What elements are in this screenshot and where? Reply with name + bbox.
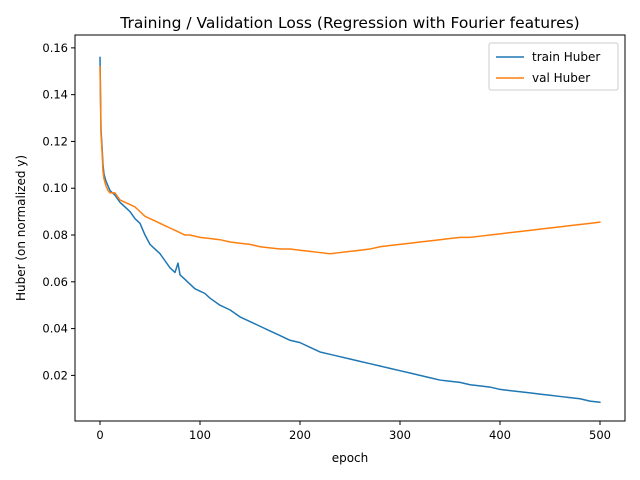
y-tick-label: 0.10 <box>42 181 68 195</box>
y-tick-label: 0.02 <box>42 368 68 382</box>
y-tick-label: 0.12 <box>42 134 68 148</box>
x-tick-label: 200 <box>289 428 311 442</box>
plot-area <box>74 34 626 422</box>
y-tick-label: 0.14 <box>42 88 68 102</box>
x-tick-label: 100 <box>189 428 211 442</box>
legend: train Huber val Huber <box>488 42 619 91</box>
y-tick-label: 0.06 <box>42 275 68 289</box>
chart-title: Training / Validation Loss (Regression w… <box>119 14 579 32</box>
y-tick-label: 0.16 <box>42 41 68 55</box>
series-line-train <box>99 56 601 404</box>
y-tick-label: 0.04 <box>42 322 68 336</box>
x-tick-label: 400 <box>489 428 511 442</box>
x-tick-label: 300 <box>389 428 411 442</box>
x-tick-label: 0 <box>96 428 103 442</box>
y-tick-label: 0.08 <box>42 228 68 242</box>
y-axis: 0.02 0.04 0.06 0.08 0.10 0.12 0.14 0.16 <box>42 41 75 382</box>
x-axis: 0 100 200 300 400 500 <box>96 421 611 442</box>
series-line-val <box>99 65 601 255</box>
legend-label-val: val Huber <box>532 71 590 85</box>
legend-label-train: train Huber <box>532 50 600 64</box>
plot-frame <box>74 34 626 422</box>
y-axis-label: Huber (on normalized y) <box>14 155 28 301</box>
x-tick-label: 500 <box>589 428 611 442</box>
x-axis-label: epoch <box>332 451 369 465</box>
series-layer <box>99 56 601 404</box>
